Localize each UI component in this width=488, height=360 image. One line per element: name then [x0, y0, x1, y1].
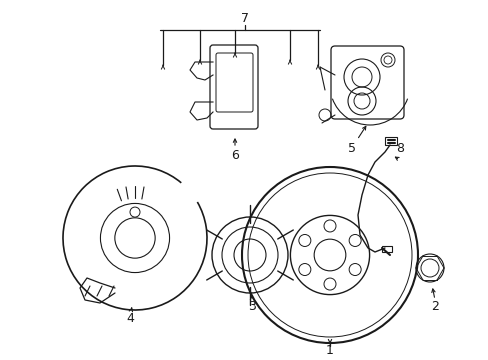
Text: 3: 3 — [247, 301, 255, 314]
Bar — [384, 137, 396, 145]
Text: 6: 6 — [231, 149, 239, 162]
Text: 4: 4 — [126, 311, 134, 324]
Text: 5: 5 — [347, 141, 355, 154]
Text: 1: 1 — [325, 343, 333, 356]
Text: 2: 2 — [430, 301, 438, 314]
Bar — [381, 246, 391, 252]
Text: 7: 7 — [241, 12, 248, 24]
Text: 8: 8 — [395, 141, 403, 154]
